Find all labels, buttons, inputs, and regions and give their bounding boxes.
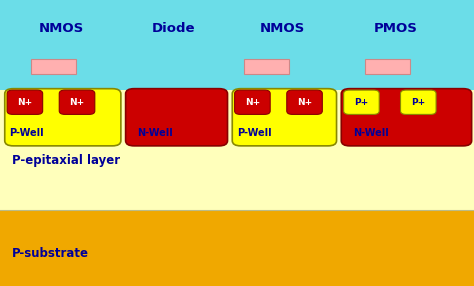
- Bar: [0, 0, 474, 90]
- Text: NMOS: NMOS: [39, 22, 84, 35]
- FancyBboxPatch shape: [235, 90, 270, 114]
- FancyBboxPatch shape: [401, 90, 436, 114]
- Bar: [244, 59, 289, 74]
- Text: P+: P+: [354, 98, 369, 107]
- Text: N+: N+: [69, 98, 85, 107]
- FancyBboxPatch shape: [287, 90, 322, 114]
- Text: N+: N+: [17, 98, 33, 107]
- Text: P-epitaxial layer: P-epitaxial layer: [12, 154, 120, 167]
- Bar: [0, 90, 474, 210]
- FancyBboxPatch shape: [5, 89, 121, 146]
- Text: N+: N+: [297, 98, 312, 107]
- Text: N-Well: N-Well: [353, 128, 389, 138]
- Text: P+: P+: [411, 98, 426, 107]
- Text: NMOS: NMOS: [259, 22, 305, 35]
- Text: N-Well: N-Well: [137, 128, 173, 138]
- Text: N+: N+: [245, 98, 260, 107]
- FancyBboxPatch shape: [126, 89, 228, 146]
- Text: PMOS: PMOS: [374, 22, 418, 35]
- Bar: [0, 210, 474, 286]
- FancyBboxPatch shape: [341, 89, 472, 146]
- Text: P-Well: P-Well: [237, 128, 272, 138]
- FancyBboxPatch shape: [232, 89, 337, 146]
- FancyBboxPatch shape: [59, 90, 95, 114]
- Bar: [31, 59, 76, 74]
- Bar: [365, 59, 410, 74]
- Text: P-Well: P-Well: [9, 128, 44, 138]
- Text: P-substrate: P-substrate: [12, 247, 89, 260]
- FancyBboxPatch shape: [344, 90, 379, 114]
- FancyBboxPatch shape: [7, 90, 43, 114]
- Text: Diode: Diode: [151, 22, 195, 35]
